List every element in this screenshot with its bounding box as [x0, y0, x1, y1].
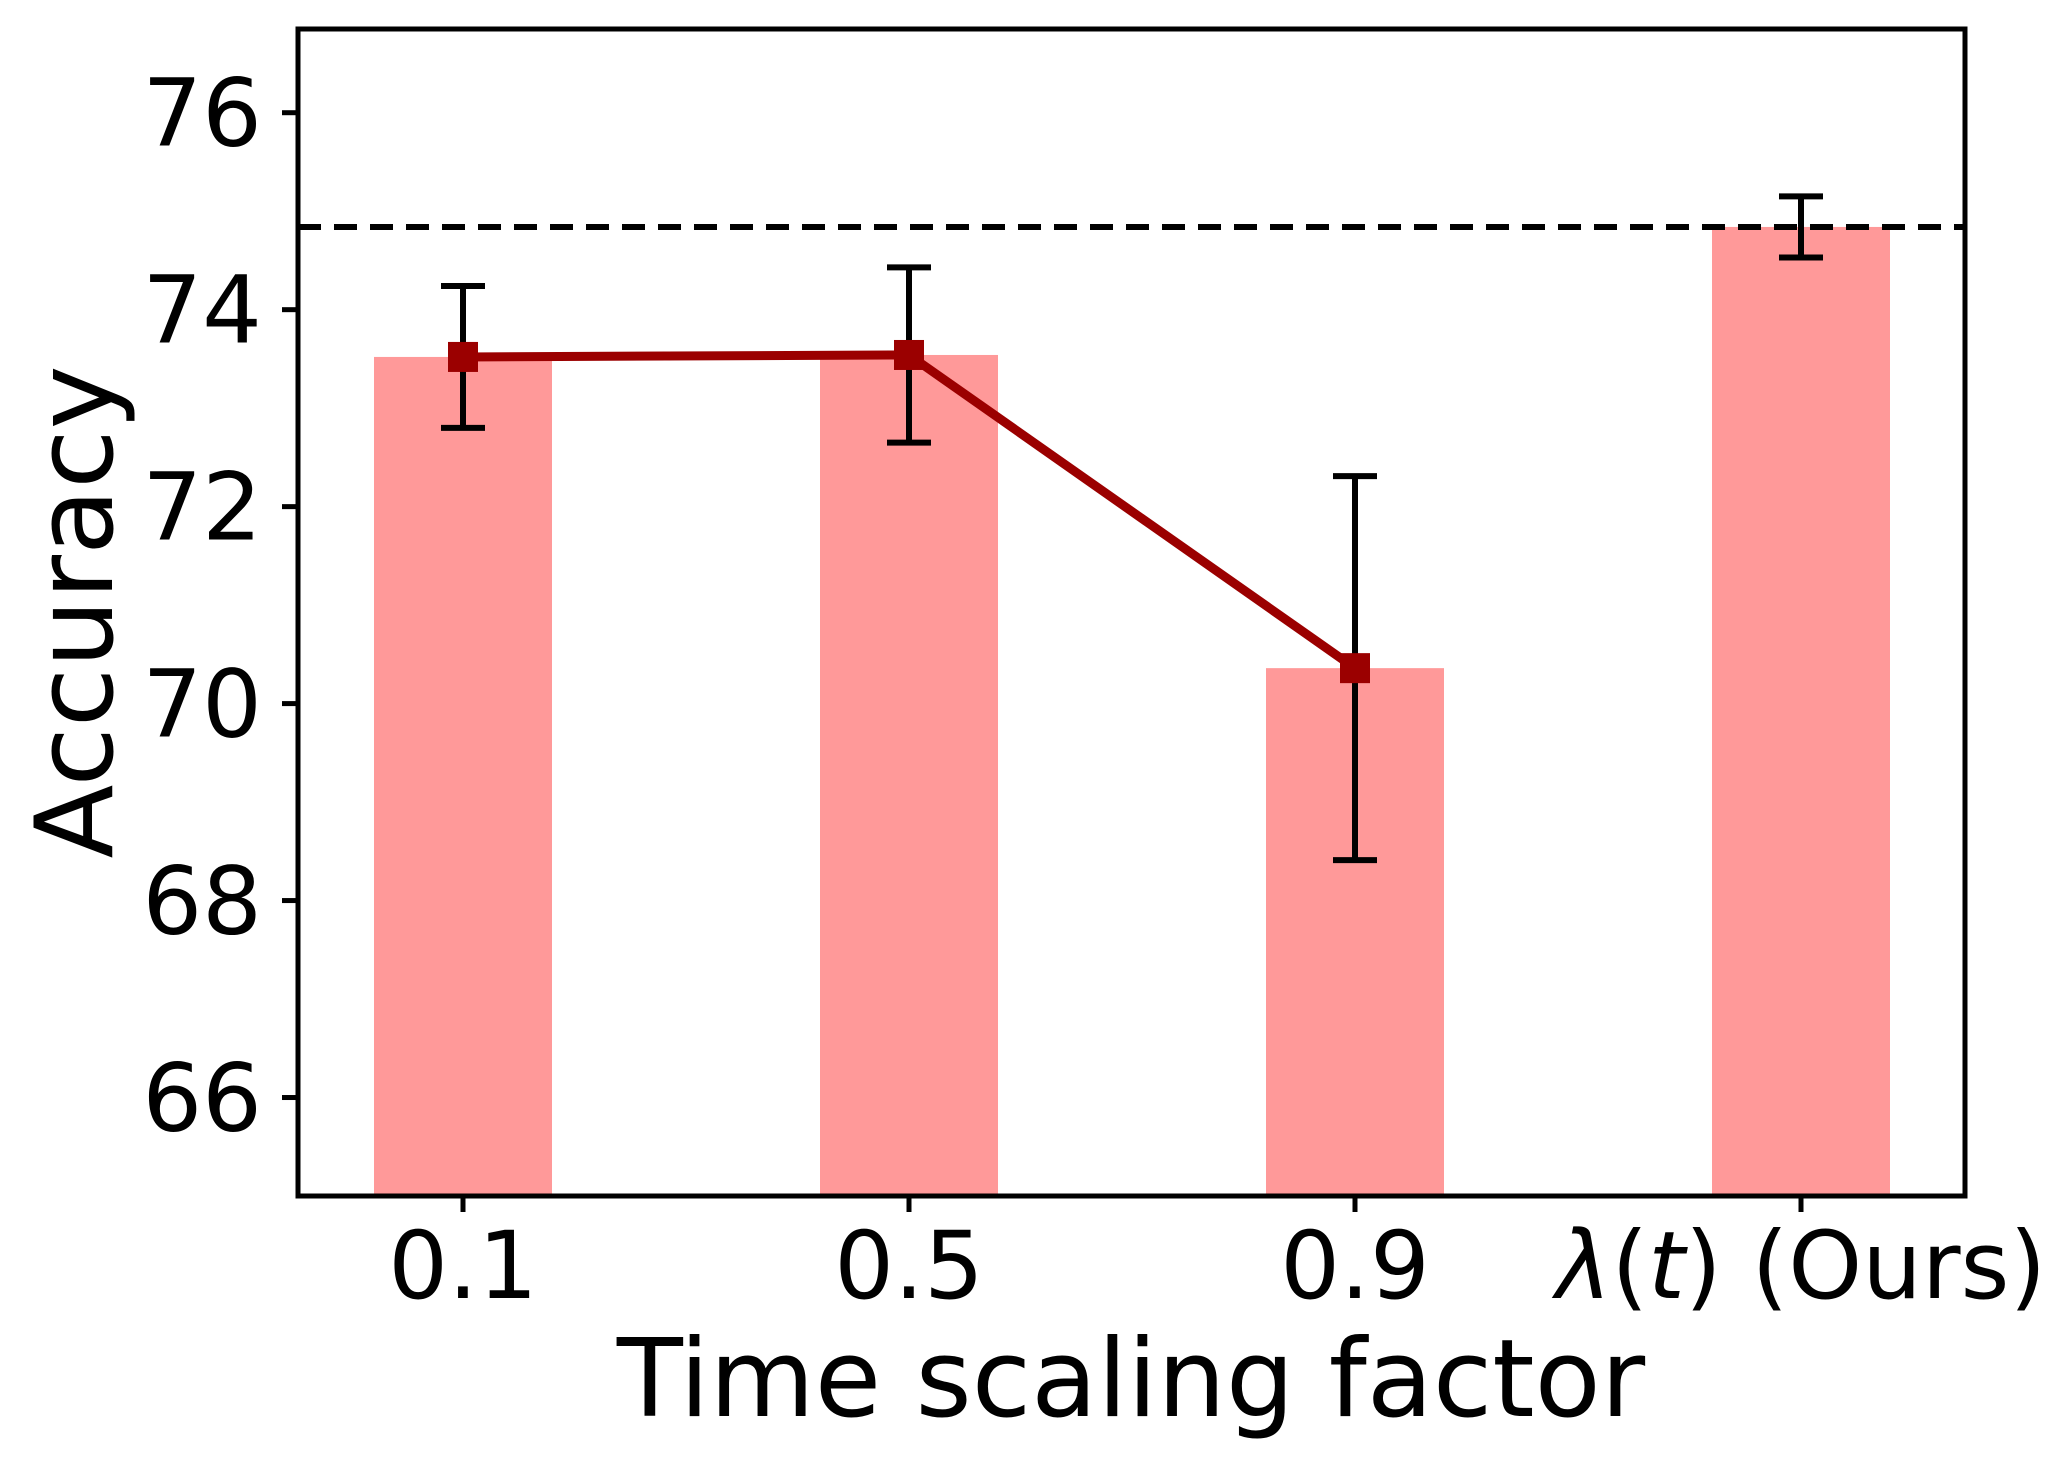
- line-marker-0.1: [448, 341, 478, 372]
- bar-0.5: [820, 354, 998, 1196]
- x-axis-label: Time scaling factor: [616, 1317, 1646, 1442]
- x-tick-label-char: [1722, 1212, 1752, 1321]
- x-tick-label-char: u: [1862, 1212, 1922, 1321]
- x-tick-label-char: λ: [1551, 1212, 1612, 1321]
- x-tick-label-char: (: [1752, 1212, 1789, 1321]
- line-marker-0.9: [1340, 653, 1370, 684]
- x-tick-label-1: 0.1: [388, 1212, 538, 1321]
- y-tick-label: 74: [142, 257, 262, 366]
- x-tick-label-char: r: [1922, 1212, 1961, 1321]
- y-tick-label: 70: [142, 651, 262, 760]
- x-tick-label-char: 0: [388, 1212, 448, 1321]
- x-tick-label-char: .: [448, 1212, 478, 1321]
- x-tick-label-char: 9: [1370, 1212, 1430, 1321]
- x-tick-label-char: 1: [478, 1212, 538, 1321]
- x-tick-label-4: λ(t) (Ours): [1551, 1212, 2046, 1321]
- y-tick-label: 76: [142, 60, 262, 169]
- x-tick-label-2: 0.5: [834, 1212, 984, 1321]
- x-tick-label-char: s: [1961, 1212, 2010, 1321]
- bar-0.1: [374, 356, 552, 1196]
- x-tick-label-char: (: [1611, 1212, 1648, 1321]
- plot-border: [295, 26, 1968, 1199]
- line-series-layer: [448, 339, 1370, 684]
- x-tick-label-char: 0: [1280, 1212, 1340, 1321]
- x-tick-label-3: 0.9: [1280, 1212, 1430, 1321]
- bar-λ(t) (Ours): [1712, 226, 1890, 1196]
- x-tick-label-char: ): [1685, 1212, 1722, 1321]
- error-bars-layer: [441, 193, 1823, 864]
- y-tick-label: 66: [142, 1045, 262, 1154]
- error-bar-λ(t) (Ours): [1779, 193, 1823, 261]
- y-tick-label: 68: [142, 848, 262, 957]
- y-axis-label: Accuracy: [13, 365, 138, 858]
- bars-layer: [374, 226, 1890, 1196]
- x-tick-label-char: t: [1648, 1212, 1688, 1321]
- x-tick-label-char: O: [1788, 1212, 1862, 1321]
- x-tick-label-char: 0: [834, 1212, 894, 1321]
- x-tick-label-char: ): [2009, 1212, 2046, 1321]
- x-tick-label-char: .: [894, 1212, 924, 1321]
- x-tick-label-char: .: [1340, 1212, 1370, 1321]
- x-tick-label-char: 5: [924, 1212, 984, 1321]
- line-marker-0.5: [894, 339, 924, 370]
- y-tick-label: 72: [142, 454, 262, 563]
